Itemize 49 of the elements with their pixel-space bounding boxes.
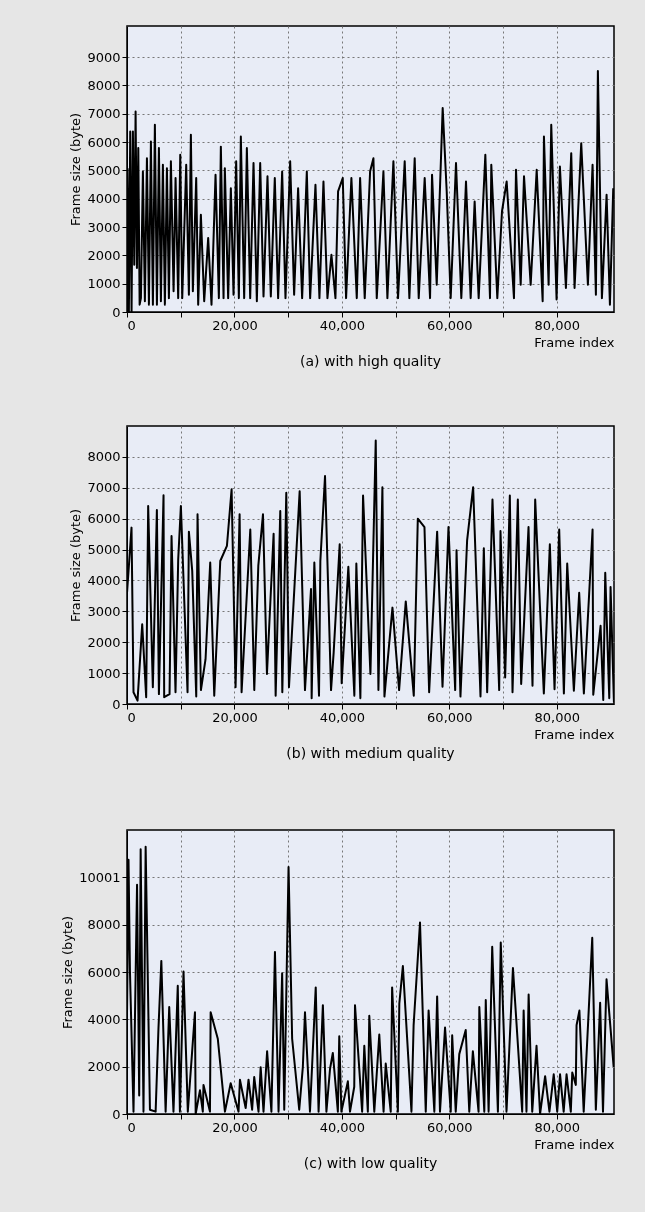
y-tick-label: 1000 xyxy=(87,665,121,681)
x-tick-label: 60,000 xyxy=(427,317,473,333)
y-tick-label: 3000 xyxy=(87,603,121,619)
y-tick-label: 0 xyxy=(112,696,121,712)
x-tick-label: 20,000 xyxy=(212,317,258,333)
x-tick-label: 80,000 xyxy=(534,709,581,725)
x-tick-label: 40,000 xyxy=(319,709,366,725)
y-tick-label: 3000 xyxy=(87,219,121,235)
y-tick-label: 2000 xyxy=(87,1059,121,1075)
y-tick-label: 0 xyxy=(112,304,121,320)
x-tick-label: 60,000 xyxy=(427,1119,473,1135)
x-axis-title: Frame index xyxy=(534,726,615,742)
x-tick-label: 40,000 xyxy=(319,317,366,333)
text: (b) with medium quality xyxy=(286,745,455,761)
x-tick-label: 0 xyxy=(127,317,136,333)
x-tick-label: 20,000 xyxy=(212,1119,258,1135)
y-tick-label: 6000 xyxy=(87,134,121,150)
x-tick-label: 0 xyxy=(127,709,136,725)
y-tick-label: 9000 xyxy=(87,49,121,65)
x-tick-label: 40,000 xyxy=(319,1119,366,1135)
y-tick-label: 5000 xyxy=(87,542,121,558)
y-axis-title: Frame size (byte) xyxy=(60,915,76,1030)
y-tick-label: 4000 xyxy=(87,572,121,588)
x-tick-label: 60,000 xyxy=(427,709,473,725)
y-tick-label: 6000 xyxy=(87,511,121,527)
x-axis-title: Frame index xyxy=(534,334,615,350)
text: (c) with low quality xyxy=(303,1155,438,1171)
y-tick-label: 4000 xyxy=(87,1011,121,1027)
y-tick-label: 2000 xyxy=(87,634,121,650)
y-tick-label: 8000 xyxy=(87,449,121,465)
x-tick-label: 0 xyxy=(127,1119,136,1135)
y-tick-label: 5000 xyxy=(87,162,121,178)
y-tick-label: 6000 xyxy=(87,964,121,980)
y-tick-label: 2000 xyxy=(87,247,121,263)
y-tick-label: 8000 xyxy=(87,917,121,933)
y-tick-label: 4000 xyxy=(87,191,121,207)
x-tick-label: 20,000 xyxy=(212,709,258,725)
y-tick-label: 7000 xyxy=(87,480,121,496)
y-tick-label: 1000 xyxy=(87,276,121,292)
x-tick-label: 80,000 xyxy=(534,317,581,333)
y-tick-label: 0 xyxy=(112,1106,121,1122)
y-tick-label: 8000 xyxy=(87,77,121,93)
y-axis-title: Frame size (byte) xyxy=(68,112,84,227)
y-tick-label: 7000 xyxy=(87,106,121,122)
x-axis-title: Frame index xyxy=(534,1136,615,1152)
y-tick-label: 10001 xyxy=(79,869,121,885)
x-tick-label: 80,000 xyxy=(534,1119,581,1135)
text: (a) with high quality xyxy=(300,353,441,369)
y-axis-title: Frame size (byte) xyxy=(68,508,84,623)
